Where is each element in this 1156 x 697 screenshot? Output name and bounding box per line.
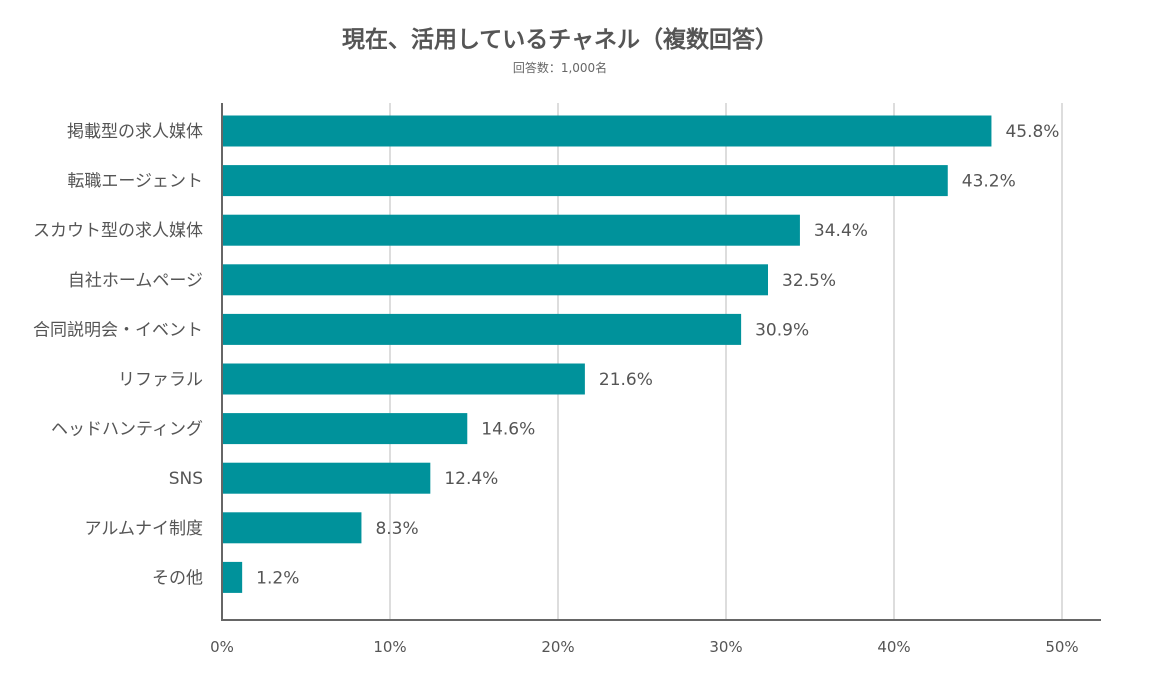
bar <box>222 413 468 445</box>
category-label: ヘッドハンティング <box>51 420 203 440</box>
bar <box>222 462 431 494</box>
x-tick-label: 10% <box>373 638 406 656</box>
category-label: SNS <box>169 469 203 489</box>
category-label: 転職エージェント <box>67 172 203 192</box>
x-tick-label: 0% <box>210 638 234 656</box>
data-label: 34.4% <box>814 221 868 241</box>
bar <box>222 561 243 593</box>
bar <box>222 313 742 345</box>
bar <box>222 214 800 246</box>
data-label: 8.3% <box>375 519 418 539</box>
category-labels: 掲載型の求人媒体転職エージェントスカウト型の求人媒体自社ホームページ合同説明会・… <box>33 122 203 588</box>
category-label: スカウト型の求人媒体 <box>33 221 203 241</box>
chart-title: 現在、活用しているチャネル（複数回答） <box>341 27 779 53</box>
bar <box>222 264 768 296</box>
category-label: アルムナイ制度 <box>85 519 204 539</box>
x-tick-label: 20% <box>541 638 574 656</box>
data-label: 21.6% <box>599 370 653 390</box>
chart-subtitle: 回答数：1,000名 <box>512 61 608 75</box>
axes <box>221 103 1101 621</box>
bar <box>222 115 992 147</box>
category-label: 自社ホームページ <box>68 271 203 291</box>
x-tick-labels: 0% 10% 20% 30% 40% 50% <box>210 638 1079 656</box>
data-label: 12.4% <box>444 469 498 489</box>
bar <box>222 512 362 544</box>
category-label: その他 <box>152 568 203 588</box>
category-label: 掲載型の求人媒体 <box>67 122 203 142</box>
x-tick-label: 50% <box>1045 638 1078 656</box>
category-label: 合同説明会・イベント <box>33 320 203 340</box>
data-label: 1.2% <box>256 568 299 588</box>
bar <box>222 165 948 197</box>
x-tick-label: 40% <box>877 638 910 656</box>
data-label: 30.9% <box>755 320 809 340</box>
data-label: 14.6% <box>481 420 535 440</box>
data-label: 45.8% <box>1005 122 1059 142</box>
bars <box>222 115 992 593</box>
category-label: リファラル <box>118 370 203 390</box>
value-labels: 45.8% 43.2% 34.4% 32.5% 30.9% 21.6% 14.6% 12.4%… <box>256 122 1059 588</box>
bar <box>222 363 585 395</box>
x-tick-label: 30% <box>709 638 742 656</box>
data-label: 43.2% <box>962 172 1016 192</box>
data-label: 32.5% <box>782 271 836 291</box>
